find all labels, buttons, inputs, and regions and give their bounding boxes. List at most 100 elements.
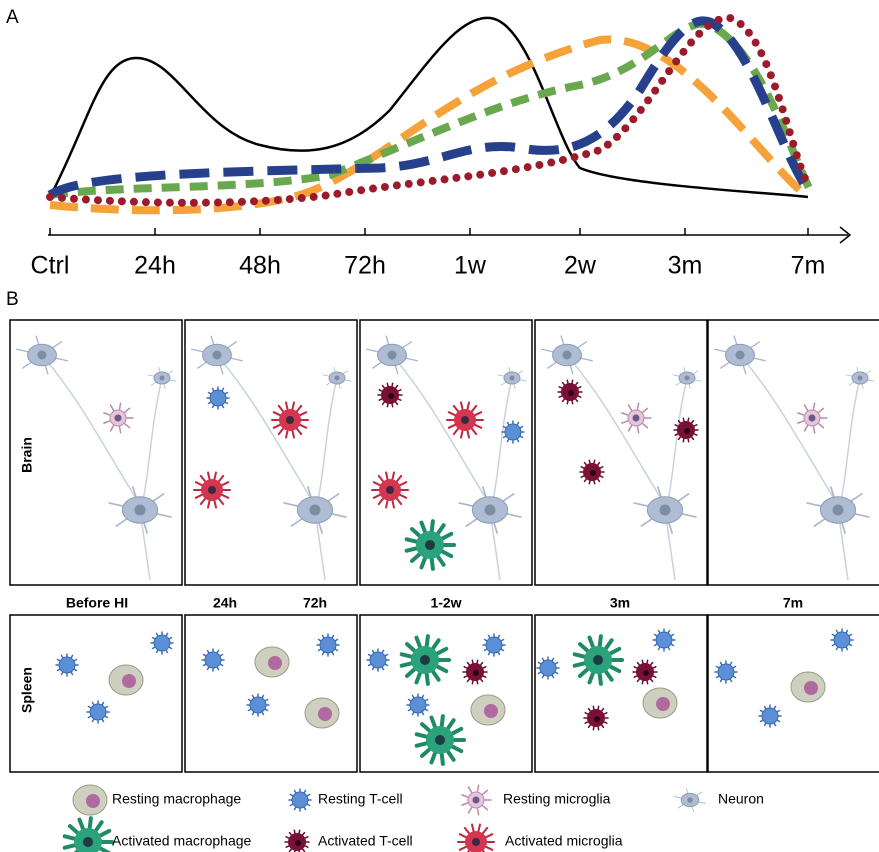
process: [803, 425, 809, 432]
nucleus: [687, 797, 693, 803]
process: [597, 672, 603, 686]
resting-t-cell: [655, 631, 673, 649]
process: [466, 401, 471, 411]
process: [461, 802, 469, 806]
legend-label: Neuron: [718, 791, 764, 807]
process: [399, 652, 414, 659]
process: [797, 412, 805, 416]
process: [98, 828, 112, 838]
nucleus: [212, 350, 222, 360]
process: [636, 402, 640, 410]
nucleus: [568, 390, 574, 396]
process: [436, 523, 446, 536]
process: [466, 849, 471, 852]
process: [429, 715, 437, 729]
time-label: 1-2w: [430, 595, 461, 611]
legend-label: Activated T-cell: [318, 833, 413, 849]
process: [587, 635, 595, 649]
process: [398, 493, 408, 499]
process: [213, 471, 218, 481]
legend-label: Resting microglia: [503, 791, 611, 807]
process: [206, 499, 211, 509]
panel-box: [184, 319, 358, 586]
tick-label: 2w: [564, 252, 597, 280]
resting-t-cell: [249, 696, 267, 714]
curves: [46, 14, 814, 215]
resting-t-cell: [89, 703, 107, 721]
process: [608, 664, 622, 674]
process: [199, 497, 207, 506]
process: [272, 411, 282, 417]
time-label: Before HI: [66, 595, 128, 611]
process: [194, 493, 204, 499]
process: [291, 401, 296, 411]
nucleus: [435, 735, 445, 745]
process: [578, 642, 590, 653]
process: [470, 404, 478, 413]
process: [484, 833, 494, 839]
process: [572, 661, 587, 668]
process: [404, 537, 419, 544]
nucleus: [134, 504, 146, 516]
process: [481, 826, 489, 835]
process: [284, 429, 289, 439]
process: [220, 493, 230, 499]
nucleus: [461, 416, 469, 424]
nucleus: [295, 840, 301, 846]
process: [68, 824, 80, 835]
process: [87, 816, 93, 830]
process: [459, 429, 464, 439]
process: [298, 411, 308, 417]
nucleus: [387, 350, 397, 360]
process: [384, 471, 389, 481]
process: [452, 404, 460, 413]
panel-box: [534, 319, 708, 586]
nucleus: [804, 681, 818, 695]
legend-label: Resting T-cell: [318, 791, 403, 807]
process: [439, 714, 445, 728]
process: [578, 667, 590, 678]
process: [431, 669, 441, 682]
process: [482, 789, 489, 795]
process: [395, 474, 403, 483]
process: [206, 471, 211, 481]
curve-black: [48, 16, 809, 199]
nucleus: [684, 375, 690, 381]
resting-t-cell: [291, 791, 309, 809]
process: [404, 546, 419, 553]
process: [410, 552, 422, 563]
tick-label: 72h: [344, 252, 386, 280]
resting-t-cell: [319, 636, 337, 654]
tick-label: 48h: [239, 252, 281, 280]
process: [372, 493, 382, 499]
nucleus: [562, 350, 572, 360]
process: [429, 557, 435, 571]
tick-label: 7m: [791, 252, 826, 280]
process: [447, 423, 457, 429]
process: [604, 669, 614, 682]
panel-label: B: [6, 289, 19, 310]
process: [103, 412, 111, 416]
axon: [216, 354, 338, 581]
nucleus: [484, 504, 496, 516]
process: [391, 471, 396, 481]
resting-t-cell: [153, 634, 171, 652]
process: [608, 646, 622, 656]
nucleus: [590, 470, 596, 476]
nucleus: [808, 414, 816, 422]
process: [642, 407, 649, 413]
process: [812, 402, 816, 410]
process: [458, 833, 468, 839]
process: [103, 420, 111, 424]
process: [461, 794, 469, 798]
resting-t-cell: [409, 696, 427, 714]
time-label: 3m: [610, 595, 630, 611]
nucleus: [334, 375, 340, 381]
process: [62, 834, 77, 841]
nucleus: [735, 350, 745, 360]
process: [473, 411, 483, 417]
time-label: 24h: [213, 595, 237, 611]
time-label: 72h: [303, 595, 327, 611]
process: [217, 497, 225, 506]
